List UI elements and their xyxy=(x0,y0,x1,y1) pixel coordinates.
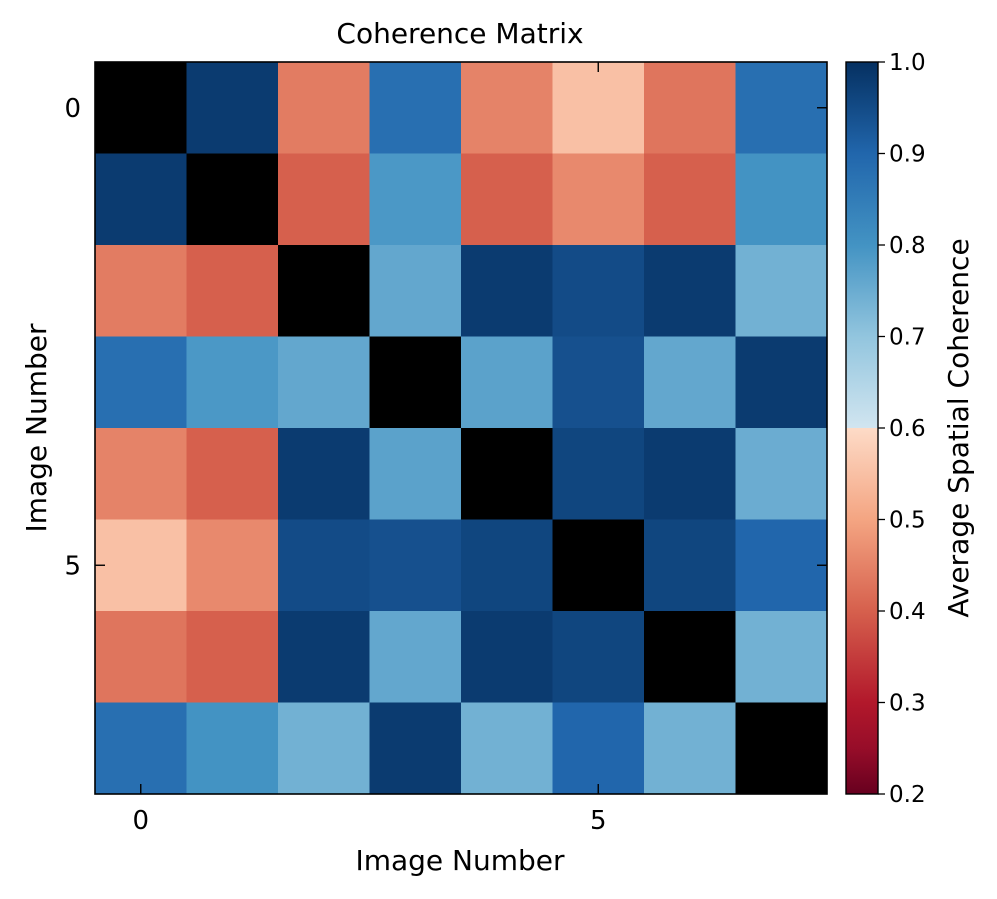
heatmap-cell-0-2 xyxy=(278,62,370,154)
heatmap-cell-6-2 xyxy=(278,611,370,703)
y-axis-label: Image Number xyxy=(20,323,53,533)
heatmap-cell-7-6 xyxy=(644,702,736,795)
heatmap-cell-2-0 xyxy=(95,245,187,337)
heatmap-cell-2-5 xyxy=(552,245,645,337)
heatmap-cell-6-1 xyxy=(186,611,279,703)
heatmap-cells xyxy=(95,62,828,795)
heatmap-cell-4-4 xyxy=(461,428,553,520)
colorbar-label: Average Spatial Coherence xyxy=(942,238,975,617)
heatmap-cell-4-2 xyxy=(278,428,370,520)
heatmap-cell-7-1 xyxy=(186,702,279,795)
heatmap-cell-0-4 xyxy=(461,62,553,154)
heatmap-cell-3-1 xyxy=(186,336,279,429)
heatmap-cell-1-0 xyxy=(95,153,187,246)
heatmap-cell-3-7 xyxy=(735,336,828,429)
heatmap-cell-3-2 xyxy=(278,336,370,429)
heatmap-cell-3-6 xyxy=(644,336,736,429)
heatmap-cell-5-4 xyxy=(461,519,553,612)
colorbar-tick-label-5: 0.7 xyxy=(889,325,926,351)
heatmap-cell-6-4 xyxy=(461,611,553,703)
heatmap-cell-6-3 xyxy=(369,611,462,703)
heatmap-cell-1-3 xyxy=(369,153,462,246)
heatmap-cell-7-5 xyxy=(552,702,645,795)
heatmap-cell-5-7 xyxy=(735,519,828,612)
heatmap-cell-4-7 xyxy=(735,428,828,520)
heatmap-cell-5-0 xyxy=(95,519,187,612)
heatmap-cell-1-6 xyxy=(644,153,736,246)
x-tick-label-1: 5 xyxy=(590,806,607,836)
heatmap-cell-7-0 xyxy=(95,702,187,795)
heatmap-cell-2-7 xyxy=(735,245,828,337)
heatmap-cell-2-4 xyxy=(461,245,553,337)
colorbar-ticks: 0.2 0.3 0.4 0.5 0.6 0.7 0.8 0.9 1.0 xyxy=(878,50,926,808)
heatmap-cell-4-5 xyxy=(552,428,645,520)
heatmap-cell-4-0 xyxy=(95,428,187,520)
heatmap-cell-7-3 xyxy=(369,702,462,795)
heatmap-cell-2-2 xyxy=(278,245,370,337)
heatmap-cell-4-3 xyxy=(369,428,462,520)
heatmap-cell-6-5 xyxy=(552,611,645,703)
colorbar-tick-label-8: 1.0 xyxy=(889,50,926,76)
heatmap-cell-1-4 xyxy=(461,153,553,246)
heatmap-cell-1-5 xyxy=(552,153,645,246)
colorbar-tick-label-3: 0.5 xyxy=(889,508,926,534)
heatmap-cell-3-0 xyxy=(95,336,187,429)
heatmap-cell-3-3 xyxy=(369,336,462,429)
heatmap-cell-3-4 xyxy=(461,336,553,429)
heatmap-cell-4-6 xyxy=(644,428,736,520)
colorbar-tick-label-0: 0.2 xyxy=(889,782,926,808)
colorbar-tick-label-7: 0.9 xyxy=(889,142,926,168)
heatmap-cell-0-5 xyxy=(552,62,645,154)
heatmap-cell-2-1 xyxy=(186,245,279,337)
x-axis-label: Image Number xyxy=(355,844,565,877)
colorbar-tick-label-2: 0.4 xyxy=(889,599,926,625)
heatmap-cell-5-3 xyxy=(369,519,462,612)
plot-frame xyxy=(94,61,828,795)
heatmap-cell-5-6 xyxy=(644,519,736,612)
heatmap-cell-7-7 xyxy=(735,702,828,795)
heatmap-cell-3-5 xyxy=(552,336,645,429)
heatmap-cell-7-4 xyxy=(461,702,553,795)
colorbar-tick-label-6: 0.8 xyxy=(889,233,926,259)
heatmap-cell-2-3 xyxy=(369,245,462,337)
y-tick-label-0: 0 xyxy=(64,94,81,124)
heatmap-cell-0-1 xyxy=(186,62,279,154)
y-axis-ticks: 05 xyxy=(64,94,827,581)
heatmap-cell-5-1 xyxy=(186,519,279,612)
heatmap-cell-4-1 xyxy=(186,428,279,520)
heatmap-cell-6-0 xyxy=(95,611,187,703)
heatmap-cell-6-7 xyxy=(735,611,828,703)
colorbar xyxy=(845,61,879,795)
heatmap-cell-5-5 xyxy=(552,519,645,612)
y-tick-label-1: 5 xyxy=(64,551,81,581)
heatmap-cell-2-6 xyxy=(644,245,736,337)
heatmap-cell-0-3 xyxy=(369,62,462,154)
heatmap-cell-5-2 xyxy=(278,519,370,612)
heatmap-cell-7-2 xyxy=(278,702,370,795)
colorbar-tick-label-1: 0.3 xyxy=(889,691,926,717)
colorbar-tick-label-4: 0.6 xyxy=(889,416,926,442)
heatmap-cell-1-2 xyxy=(278,153,370,246)
x-tick-label-0: 0 xyxy=(132,806,149,836)
heatmap-cell-0-0 xyxy=(95,62,187,154)
heatmap-cell-1-1 xyxy=(186,153,279,246)
heatmap-cell-6-6 xyxy=(644,611,736,703)
heatmap-cell-1-7 xyxy=(735,153,828,246)
heatmap-cell-0-7 xyxy=(735,62,828,154)
heatmap-cell-0-6 xyxy=(644,62,736,154)
chart-title: Coherence Matrix xyxy=(336,17,583,50)
